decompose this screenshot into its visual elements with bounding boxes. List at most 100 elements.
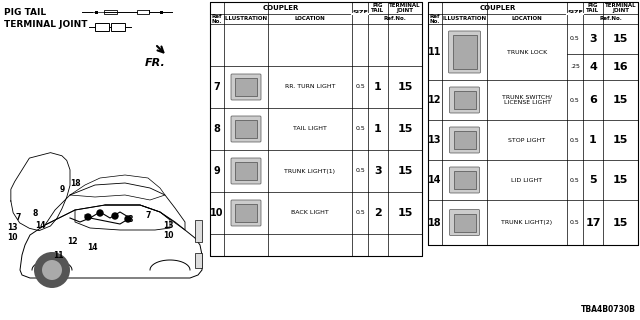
Text: TRUNK LIGHT(1): TRUNK LIGHT(1) (285, 169, 335, 173)
Bar (454, 171, 476, 189)
Text: SIZE: SIZE (352, 11, 368, 15)
Text: 12: 12 (67, 237, 77, 246)
Text: 10: 10 (163, 230, 173, 239)
Text: 7: 7 (15, 213, 20, 222)
Text: 4: 4 (589, 62, 597, 72)
Text: PIG
TAIL: PIG TAIL (371, 3, 385, 13)
Text: 15: 15 (613, 95, 628, 105)
Text: 3: 3 (589, 34, 597, 44)
Bar (137, 10, 149, 14)
Circle shape (42, 260, 62, 280)
Bar (95, 11, 98, 13)
Text: COUPLER: COUPLER (479, 5, 516, 11)
Text: 15: 15 (613, 218, 628, 228)
FancyBboxPatch shape (449, 87, 479, 113)
Text: 13: 13 (7, 223, 17, 233)
Text: 15: 15 (613, 34, 628, 44)
Text: 10: 10 (211, 208, 224, 218)
Text: TERMINAL
JOINT: TERMINAL JOINT (605, 3, 636, 13)
Bar (454, 213, 476, 231)
Bar (235, 204, 257, 222)
Text: 10: 10 (7, 234, 17, 243)
Text: ILLUSTRATION: ILLUSTRATION (442, 17, 486, 21)
Text: TBA4B0730B: TBA4B0730B (581, 306, 636, 315)
Text: 15: 15 (613, 175, 628, 185)
Text: PIG
TAIL: PIG TAIL (586, 3, 600, 13)
Text: TRUNK SWITCH/
LICENSE LIGHT: TRUNK SWITCH/ LICENSE LIGHT (502, 95, 552, 105)
Text: 14: 14 (87, 244, 97, 252)
Text: STOP LIGHT: STOP LIGHT (508, 138, 546, 142)
Text: FR.: FR. (145, 58, 166, 68)
Text: 15: 15 (397, 166, 413, 176)
Bar (149, 10, 150, 14)
Text: 8: 8 (214, 124, 220, 134)
Text: 17: 17 (585, 218, 601, 228)
Text: TERMINAL
JOINT: TERMINAL JOINT (389, 3, 421, 13)
Text: 0.5: 0.5 (355, 169, 365, 173)
FancyBboxPatch shape (449, 127, 479, 153)
Text: 0.5: 0.5 (570, 98, 580, 102)
Text: 6: 6 (589, 95, 597, 105)
Bar (235, 120, 257, 138)
Bar (195, 253, 202, 268)
Bar (235, 162, 257, 180)
Text: 5: 5 (589, 175, 597, 185)
Text: 1: 1 (374, 82, 382, 92)
Text: 0.5: 0.5 (570, 138, 580, 142)
Text: 7: 7 (145, 211, 150, 220)
Bar (160, 11, 163, 13)
Text: PIG TAIL: PIG TAIL (4, 8, 46, 17)
Circle shape (34, 252, 70, 288)
Text: 0.5: 0.5 (355, 211, 365, 215)
Text: 15: 15 (613, 135, 628, 145)
Text: 9: 9 (60, 186, 65, 195)
Text: .25: .25 (570, 65, 580, 69)
Text: 13: 13 (163, 220, 173, 229)
Text: 8: 8 (32, 209, 38, 218)
Bar (111, 23, 125, 31)
Text: 18: 18 (70, 179, 80, 188)
Text: Ref
No.: Ref No. (212, 13, 222, 24)
Text: 0.5: 0.5 (570, 220, 580, 225)
FancyBboxPatch shape (231, 74, 261, 100)
Text: 14: 14 (35, 220, 45, 229)
Text: TAIL LIGHT: TAIL LIGHT (293, 126, 327, 132)
Circle shape (85, 214, 91, 220)
Bar (104, 10, 117, 14)
Text: 13: 13 (428, 135, 442, 145)
Text: 2: 2 (374, 208, 382, 218)
Text: 8: 8 (127, 215, 132, 225)
FancyBboxPatch shape (449, 210, 479, 236)
Text: COUPLER: COUPLER (263, 5, 299, 11)
Text: 12: 12 (428, 95, 442, 105)
Text: TRUNK LIGHT(2): TRUNK LIGHT(2) (501, 220, 552, 225)
Bar (210, 2, 422, 256)
Text: TRUNK LOCK: TRUNK LOCK (507, 50, 547, 54)
Text: BACK LIGHT: BACK LIGHT (291, 211, 329, 215)
Text: 9: 9 (214, 166, 220, 176)
Text: LOCATION: LOCATION (511, 17, 542, 21)
Text: SIZE: SIZE (567, 11, 583, 15)
Text: 0.5: 0.5 (355, 126, 365, 132)
Text: 0.5: 0.5 (570, 36, 580, 42)
Text: ILLUSTRATION: ILLUSTRATION (224, 17, 268, 21)
Circle shape (97, 210, 103, 216)
Bar (235, 78, 257, 96)
FancyBboxPatch shape (449, 31, 481, 73)
Bar (428, 2, 638, 245)
Text: LOCATION: LOCATION (294, 17, 325, 21)
FancyBboxPatch shape (231, 116, 261, 142)
Text: 18: 18 (428, 218, 442, 228)
Circle shape (125, 216, 131, 222)
Bar (95, 23, 109, 31)
Text: 7: 7 (214, 82, 220, 92)
Text: RR. TURN LIGHT: RR. TURN LIGHT (285, 84, 335, 90)
Text: 1: 1 (374, 124, 382, 134)
Text: Ref.No.: Ref.No. (599, 17, 622, 21)
FancyBboxPatch shape (449, 167, 479, 193)
Polygon shape (20, 205, 202, 278)
Bar (454, 131, 476, 149)
Text: 0.5: 0.5 (570, 178, 580, 182)
Text: 3: 3 (374, 166, 382, 176)
FancyBboxPatch shape (231, 200, 261, 226)
